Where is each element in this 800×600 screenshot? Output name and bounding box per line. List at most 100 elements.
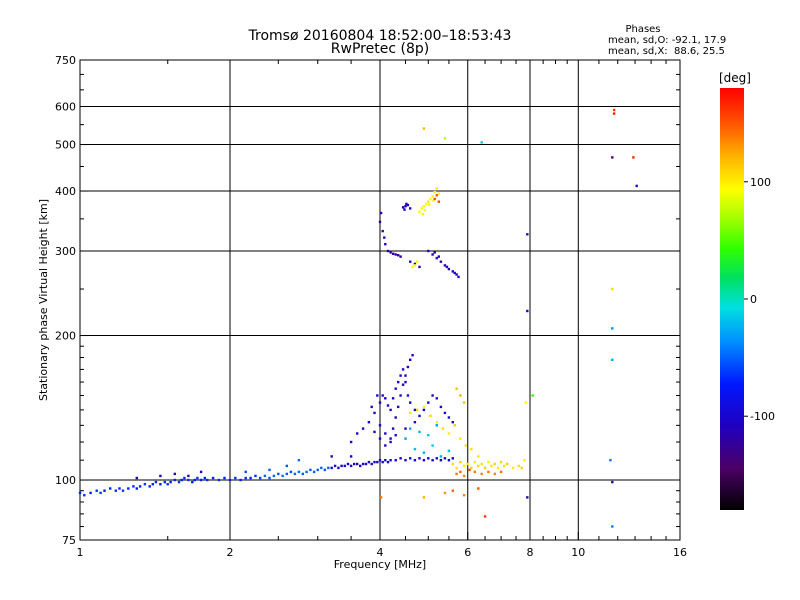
data-point bbox=[399, 255, 402, 258]
data-point bbox=[517, 464, 521, 468]
data-point bbox=[349, 455, 353, 458]
data-point bbox=[154, 480, 158, 484]
data-point bbox=[429, 197, 432, 201]
data-point bbox=[435, 424, 438, 427]
data-point bbox=[169, 480, 172, 484]
data-point bbox=[349, 464, 353, 468]
data-point bbox=[320, 466, 323, 470]
data-point bbox=[249, 476, 252, 480]
data-point bbox=[422, 205, 426, 208]
data-point bbox=[177, 480, 181, 484]
data-point bbox=[361, 427, 365, 430]
data-point bbox=[159, 483, 162, 486]
data-point bbox=[477, 455, 480, 458]
data-point bbox=[309, 468, 312, 472]
data-point bbox=[526, 233, 529, 236]
data-point bbox=[206, 478, 209, 482]
phases-o-stats: mean, sd,O: -92.1, 17.9 bbox=[608, 35, 726, 46]
data-point bbox=[397, 254, 400, 257]
data-point bbox=[409, 260, 412, 263]
data-point bbox=[277, 472, 280, 476]
data-point bbox=[431, 459, 434, 462]
data-point bbox=[413, 459, 417, 462]
data-point bbox=[435, 187, 438, 190]
y-tick-label: 500 bbox=[55, 139, 76, 152]
data-point bbox=[422, 405, 426, 409]
data-point bbox=[404, 437, 407, 440]
data-point bbox=[217, 478, 221, 482]
data-point bbox=[364, 462, 368, 466]
data-point bbox=[464, 444, 468, 447]
data-point bbox=[451, 457, 454, 460]
data-point bbox=[127, 487, 130, 490]
data-point bbox=[447, 449, 451, 453]
data-point bbox=[611, 480, 614, 484]
data-point bbox=[367, 421, 371, 424]
data-point bbox=[389, 459, 392, 462]
data-point bbox=[433, 251, 436, 254]
data-point bbox=[376, 394, 379, 397]
data-point bbox=[386, 249, 390, 253]
data-point bbox=[95, 489, 98, 492]
data-point bbox=[453, 424, 456, 427]
data-point bbox=[379, 496, 383, 499]
data-point bbox=[394, 253, 397, 256]
data-point bbox=[404, 374, 407, 377]
data-point bbox=[459, 394, 462, 397]
data-point bbox=[268, 476, 271, 480]
data-point bbox=[437, 192, 440, 195]
data-point bbox=[455, 466, 458, 470]
data-points bbox=[78, 108, 638, 528]
data-point bbox=[459, 437, 462, 440]
data-point bbox=[409, 427, 412, 430]
data-point bbox=[259, 476, 262, 480]
data-point bbox=[163, 480, 166, 484]
data-point bbox=[468, 468, 471, 472]
data-point bbox=[459, 460, 462, 464]
data-point bbox=[473, 460, 476, 464]
data-point bbox=[356, 432, 359, 435]
data-point bbox=[612, 112, 616, 115]
data-point bbox=[483, 515, 487, 518]
data-point bbox=[418, 265, 421, 269]
data-point bbox=[327, 466, 330, 470]
data-point bbox=[443, 491, 447, 495]
data-point bbox=[418, 430, 421, 434]
data-point bbox=[378, 424, 382, 427]
data-point bbox=[443, 411, 447, 415]
data-point bbox=[609, 459, 612, 462]
data-point bbox=[506, 462, 509, 466]
data-point bbox=[611, 287, 614, 291]
data-point bbox=[394, 459, 397, 462]
data-point bbox=[401, 206, 405, 209]
data-point bbox=[239, 478, 242, 482]
data-point bbox=[211, 476, 215, 480]
data-point bbox=[409, 411, 412, 415]
data-point bbox=[343, 464, 346, 468]
data-point bbox=[435, 421, 438, 424]
data-point bbox=[441, 427, 445, 430]
data-point bbox=[381, 394, 384, 397]
x-axis-label: Frequency [MHz] bbox=[334, 558, 426, 571]
data-point bbox=[401, 383, 405, 386]
data-point bbox=[435, 397, 438, 400]
x-tick-label: 2 bbox=[227, 546, 234, 559]
data-point bbox=[404, 459, 407, 462]
data-point bbox=[422, 127, 426, 130]
data-point bbox=[166, 483, 169, 486]
data-point bbox=[422, 459, 426, 462]
data-point bbox=[453, 271, 456, 275]
data-point bbox=[384, 432, 387, 435]
data-point bbox=[431, 444, 434, 447]
data-point bbox=[234, 476, 237, 480]
data-point bbox=[353, 462, 356, 466]
data-point bbox=[359, 464, 362, 468]
y-tick-label: 400 bbox=[55, 185, 76, 198]
data-point bbox=[397, 380, 400, 384]
data-point bbox=[199, 478, 203, 482]
data-point bbox=[422, 408, 426, 412]
data-point bbox=[490, 464, 493, 468]
data-point bbox=[373, 411, 376, 415]
data-point bbox=[406, 394, 410, 397]
